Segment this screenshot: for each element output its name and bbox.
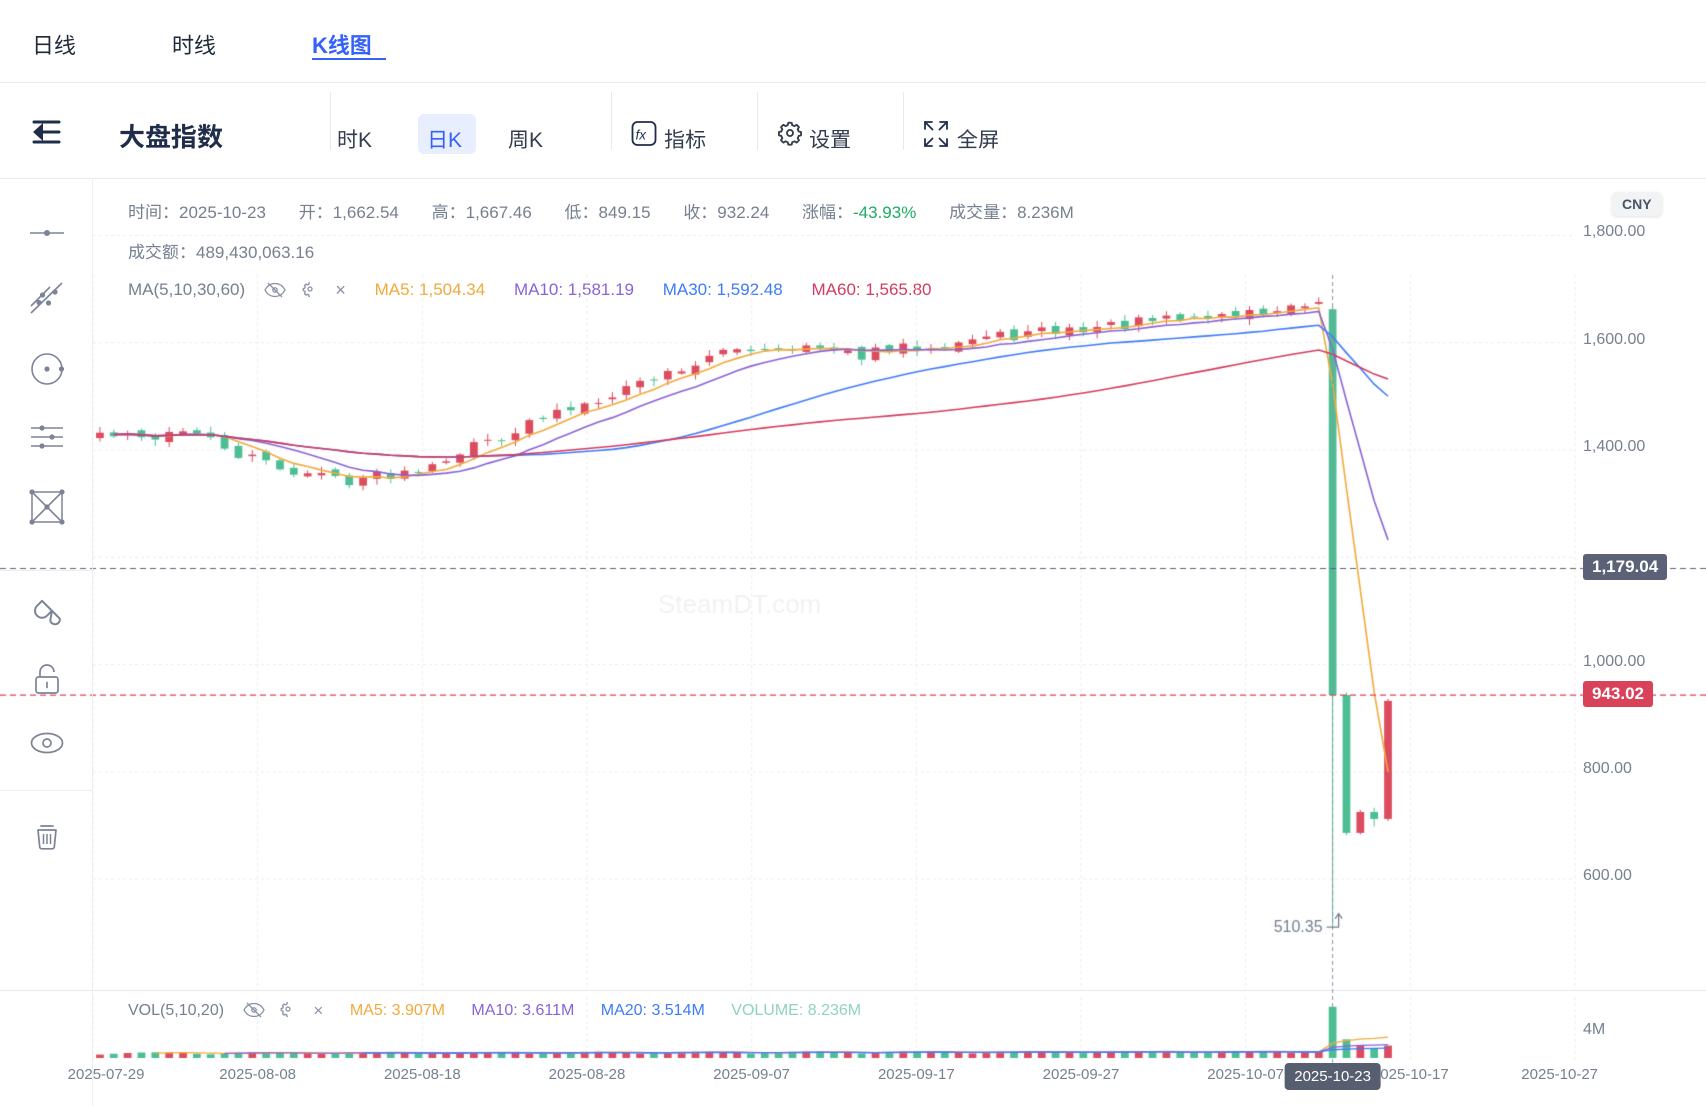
svg-text:fx: fx — [636, 128, 648, 143]
